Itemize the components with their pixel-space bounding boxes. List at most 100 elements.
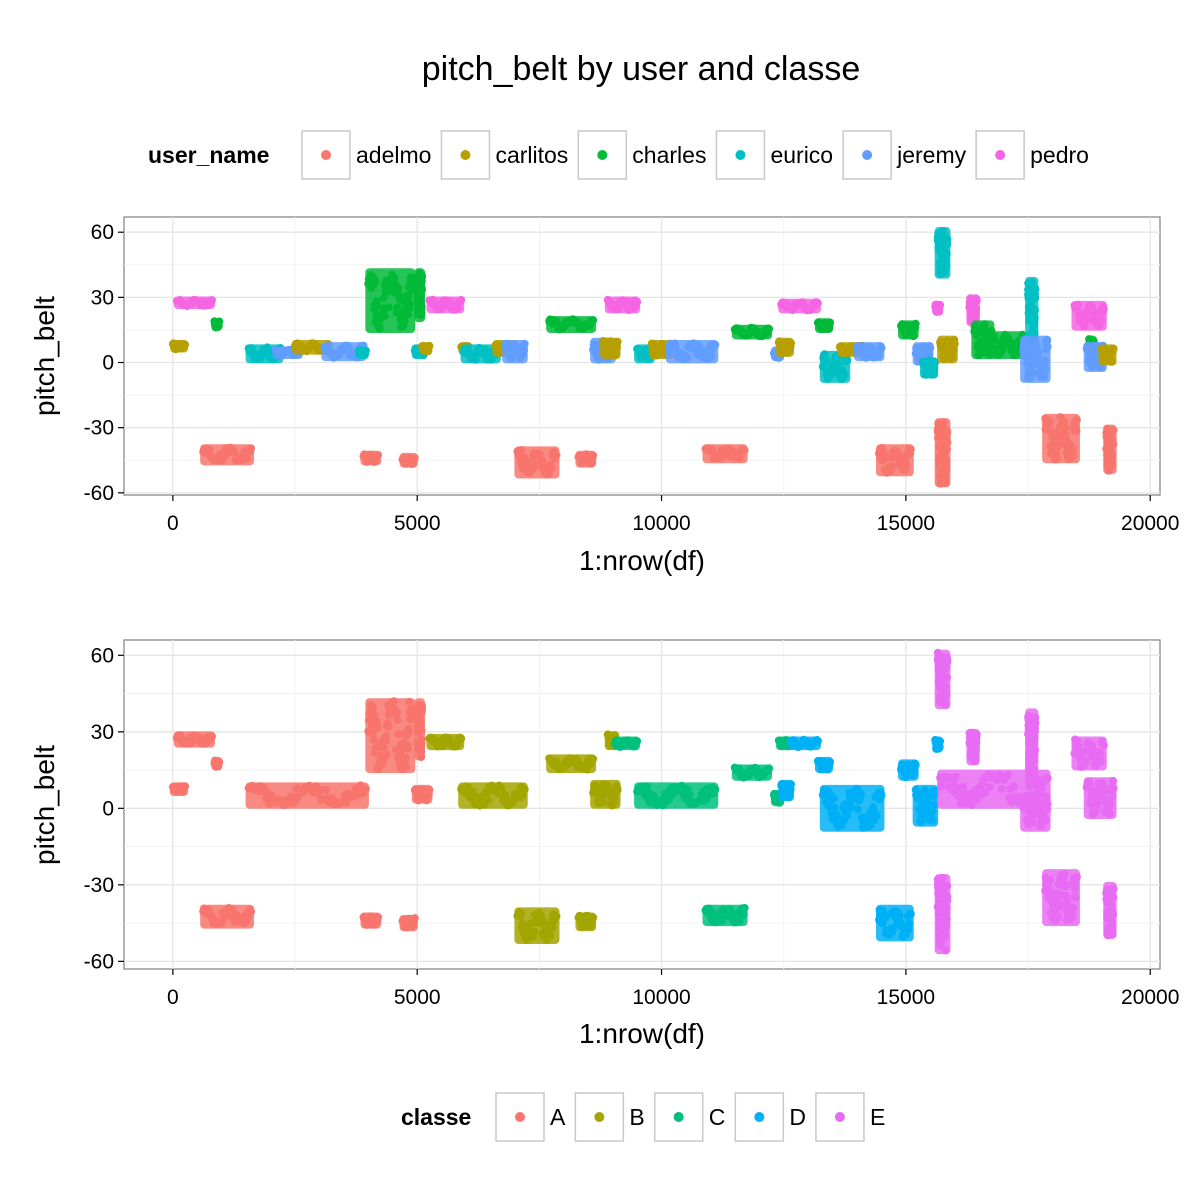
point-band (788, 736, 821, 751)
point-band (912, 784, 939, 827)
x-tick-label: 0 (167, 986, 179, 1009)
cluster-pedro (425, 295, 466, 314)
point-band (546, 316, 597, 333)
point-band (898, 320, 919, 340)
cluster-E (1019, 791, 1052, 832)
cluster-adelmo (199, 443, 256, 466)
y-tick-label: 0 (102, 797, 114, 820)
legend-item-D: D (734, 1092, 806, 1142)
cluster-D (897, 759, 920, 782)
point-band (360, 450, 382, 466)
point-band (604, 296, 641, 314)
cluster-eurico (354, 346, 370, 360)
x-tick-label: 0 (167, 512, 179, 535)
point-band (514, 907, 560, 944)
legend-item-eurico: eurico (715, 130, 833, 180)
point-band (934, 874, 951, 955)
point-band (426, 733, 465, 751)
y-tick-label: 30 (91, 721, 114, 744)
point-band (1098, 344, 1117, 366)
y-tick-label: -60 (84, 950, 114, 973)
legend-item-jeremy: jeremy (842, 130, 967, 180)
point-band (934, 418, 951, 488)
y-tick-label: 0 (102, 352, 114, 375)
cluster-D (813, 756, 835, 774)
legend-label: C (709, 1104, 726, 1130)
point-band (932, 300, 944, 316)
point-band (365, 268, 416, 333)
point-band (419, 342, 433, 355)
y-tick-label: -60 (84, 482, 114, 505)
point-band (169, 339, 189, 353)
cluster-A (410, 784, 434, 805)
cluster-B (513, 907, 561, 944)
x-tick-label: 15000 (877, 512, 935, 535)
cluster-eurico (459, 343, 502, 364)
legend-swatch (995, 150, 1006, 160)
point-band (1042, 413, 1080, 464)
point-band (360, 912, 382, 929)
legend-swatch (321, 150, 331, 160)
cluster-eurico (919, 356, 940, 379)
cluster-carlitos (1097, 344, 1118, 366)
cluster-adelmo (398, 452, 419, 468)
x-axis-title: 1:nrow(df) (579, 545, 705, 576)
chart-title: pitch_belt by user and classe (422, 50, 860, 88)
point-band (502, 339, 528, 364)
cluster-jeremy (1019, 335, 1052, 383)
point-band (211, 756, 223, 771)
cluster-adelmo (933, 418, 952, 488)
y-axis-title: pitch_belt (29, 745, 60, 865)
point-band (731, 324, 773, 340)
cluster-D (875, 904, 915, 942)
cluster-E (965, 728, 981, 766)
cluster-pedro (172, 295, 216, 310)
point-band (775, 337, 795, 357)
legend-label: D (789, 1104, 806, 1130)
point-band (399, 914, 418, 932)
point-band (932, 736, 944, 753)
point-band (169, 782, 189, 797)
cluster-B (457, 781, 529, 810)
cluster-B (425, 733, 466, 751)
legend-swatch (834, 1112, 845, 1122)
point-band (1025, 708, 1039, 786)
point-band (778, 298, 821, 314)
point-band (702, 444, 748, 464)
cluster-pedro (777, 298, 822, 315)
point-band (355, 346, 369, 359)
x-tick-label: 15000 (877, 986, 935, 1009)
cluster-charles (813, 318, 835, 334)
x-tick-label: 20000 (1121, 512, 1179, 535)
legend-swatch (460, 150, 471, 160)
point-band (414, 268, 426, 323)
cluster-adelmo (359, 450, 383, 466)
cluster-pedro (931, 300, 945, 316)
x-tick-label: 5000 (394, 986, 441, 1009)
point-band (1103, 881, 1117, 939)
x-axis-title: 1:nrow(df) (579, 1018, 705, 1049)
cluster-D (818, 784, 886, 832)
cluster-D (911, 784, 940, 827)
point-band (590, 779, 621, 809)
cluster-A (172, 731, 216, 748)
point-band (575, 912, 597, 932)
cluster-charles (897, 319, 920, 341)
cluster-E (1041, 869, 1081, 927)
legend-title: classe (401, 1104, 471, 1130)
legend-swatch (594, 1112, 605, 1122)
cluster-A (199, 904, 256, 929)
cluster-C (611, 736, 642, 751)
legend-item-carlitos: carlitos (440, 130, 568, 180)
cluster-adelmo (574, 450, 598, 468)
y-tick-label: 30 (91, 286, 114, 309)
cluster-B (545, 754, 598, 774)
point-band (546, 754, 597, 774)
point-band (919, 357, 939, 379)
cluster-carlitos (418, 341, 434, 356)
point-band (731, 764, 773, 781)
point-band (985, 331, 1027, 359)
y-tick-label: 60 (91, 221, 114, 244)
legend-swatch (673, 1112, 684, 1122)
legend-label: pedro (1030, 142, 1089, 168)
